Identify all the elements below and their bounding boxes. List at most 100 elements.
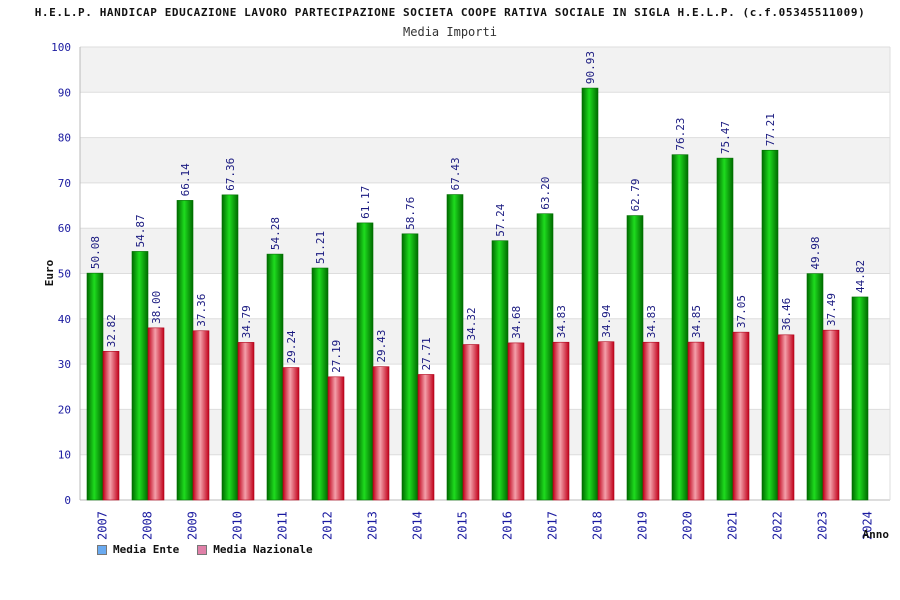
- bar-media-ente: [626, 215, 644, 501]
- data-label: 34.79: [240, 305, 253, 338]
- bar-media-nazionale: [822, 329, 840, 501]
- bar-media-nazionale: [687, 341, 705, 501]
- data-label: 34.32: [465, 307, 478, 340]
- bar-media-nazionale: [642, 341, 660, 501]
- x-tick-label: 2009: [186, 511, 200, 540]
- data-label: 66.14: [179, 163, 192, 196]
- data-label: 34.94: [600, 304, 613, 337]
- bar-media-nazionale: [732, 331, 750, 501]
- data-label: 76.23: [674, 118, 687, 151]
- data-label: 61.17: [359, 186, 372, 219]
- data-label: 32.82: [105, 314, 118, 347]
- data-label: 77.21: [764, 113, 777, 146]
- x-axis-label: Anno: [863, 528, 890, 541]
- bar-media-ente: [671, 154, 689, 501]
- x-tick-label: 2020: [681, 511, 695, 540]
- legend-swatch-media-nazionale: [197, 544, 208, 555]
- data-label: 49.98: [809, 236, 822, 269]
- y-tick-label: 0: [64, 494, 71, 507]
- y-tick-label: 80: [58, 132, 71, 145]
- bar-media-ente: [356, 222, 374, 501]
- chart-subtitle: Media Importi: [403, 25, 497, 39]
- y-tick-label: 30: [58, 358, 71, 371]
- x-tick-label: 2007: [96, 511, 110, 540]
- data-label: 36.46: [780, 298, 793, 331]
- y-axis-label: Euro: [43, 259, 56, 286]
- bar-media-ente: [176, 200, 194, 501]
- data-label: 57.24: [494, 203, 507, 236]
- data-label: 90.93: [584, 51, 597, 84]
- y-tick-label: 70: [58, 177, 71, 190]
- bar-media-nazionale: [327, 376, 345, 501]
- x-tick-label: 2011: [276, 511, 290, 540]
- y-tick-label: 90: [58, 86, 71, 99]
- legend-item-media-nazionale: Media Nazionale: [197, 543, 313, 556]
- y-tick-label: 20: [58, 403, 71, 416]
- data-label: 34.85: [690, 305, 703, 338]
- x-tick-label: 2014: [411, 511, 425, 540]
- bar-media-ente: [761, 149, 779, 501]
- bar-media-nazionale: [597, 341, 615, 501]
- bar-media-nazionale: [282, 367, 300, 501]
- data-label: 62.79: [629, 178, 642, 211]
- grid-band: [80, 318, 890, 365]
- chart-title: H.E.L.P. HANDICAP EDUCAZIONE LAVORO PART…: [34, 6, 866, 19]
- x-tick-label: 2019: [636, 511, 650, 540]
- grid-band: [80, 182, 890, 229]
- data-label: 63.20: [539, 177, 552, 210]
- bar-media-ente: [221, 194, 239, 501]
- x-tick-label: 2013: [366, 511, 380, 540]
- x-tick-label: 2016: [501, 511, 515, 540]
- bar-media-nazionale: [552, 341, 570, 501]
- legend-label-media-ente: Media Ente: [113, 543, 180, 556]
- y-tick-label: 60: [58, 222, 71, 235]
- legend: Media Ente Media Nazionale: [97, 543, 313, 556]
- grid-band: [80, 273, 890, 319]
- legend-label-media-nazionale: Media Nazionale: [213, 543, 313, 556]
- x-tick-label: 2015: [456, 511, 470, 540]
- data-label: 29.43: [375, 330, 388, 363]
- data-label: 67.36: [224, 158, 237, 191]
- x-tick-label: 2017: [546, 511, 560, 540]
- bar-media-ente: [851, 296, 869, 501]
- bar-media-ente: [806, 273, 824, 501]
- bar-media-ente: [266, 253, 284, 501]
- data-label: 37.49: [825, 293, 838, 326]
- data-label: 34.83: [645, 305, 658, 338]
- data-label: 51.21: [314, 231, 327, 264]
- bar-media-ente: [716, 157, 734, 501]
- grid-band: [80, 92, 890, 138]
- bar-media-ente: [401, 233, 419, 501]
- bar-media-nazionale: [147, 327, 165, 501]
- data-label: 54.28: [269, 217, 282, 250]
- bar-media-ente: [86, 272, 104, 501]
- grid-band: [80, 364, 890, 410]
- x-tick-label: 2012: [321, 511, 335, 540]
- bar-media-nazionale: [777, 334, 795, 501]
- grid-band: [80, 137, 890, 183]
- bar-media-nazionale: [192, 330, 210, 501]
- x-tick-label: 2010: [231, 511, 245, 540]
- bar-media-nazionale: [462, 344, 480, 501]
- bar-media-nazionale: [417, 374, 435, 501]
- legend-item-media-ente: Media Ente: [97, 543, 179, 556]
- x-tick-label: 2008: [141, 511, 155, 540]
- data-label: 34.83: [555, 305, 568, 338]
- data-label: 75.47: [719, 121, 732, 154]
- x-tick-label: 2024: [861, 511, 875, 540]
- x-tick-label: 2022: [771, 511, 785, 540]
- data-label: 38.00: [150, 291, 163, 324]
- data-label: 67.43: [449, 157, 462, 190]
- y-tick-label: 100: [51, 41, 71, 54]
- bar-media-ente: [491, 240, 509, 501]
- bar-media-ente: [536, 213, 554, 501]
- y-tick-label: 40: [58, 313, 71, 326]
- bar-media-ente: [581, 87, 599, 501]
- y-tick-label: 10: [58, 449, 71, 462]
- data-label: 34.68: [510, 306, 523, 339]
- data-label: 37.36: [195, 294, 208, 327]
- bar-media-ente: [446, 194, 464, 501]
- bar-media-nazionale: [507, 342, 525, 501]
- data-label: 29.24: [285, 330, 298, 363]
